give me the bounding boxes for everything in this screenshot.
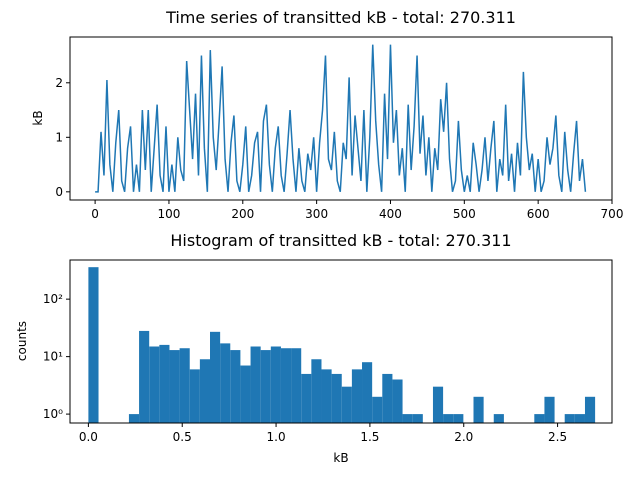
- x-tick-label: 1.5: [360, 430, 379, 444]
- x-tick-label: 0.0: [79, 430, 98, 444]
- axes-frame: [69, 36, 613, 201]
- x-tick-label: 2.5: [548, 430, 567, 444]
- histogram-bar: [362, 362, 373, 423]
- histogram-bar: [128, 414, 140, 423]
- histogram-bar: [432, 386, 444, 423]
- histogram-bar: [240, 365, 251, 423]
- histogram-bar: [88, 267, 99, 423]
- histogram-bar: [189, 369, 200, 423]
- histogram-bar: [412, 414, 423, 423]
- histogram-bar: [574, 414, 585, 423]
- x-tick-label: 0.5: [173, 430, 192, 444]
- histogram-bar: [270, 346, 281, 423]
- y-tick-label: 2: [55, 76, 63, 90]
- x-tick-label: 400: [379, 207, 402, 221]
- histogram-bar: [351, 369, 363, 423]
- histogram-bar: [280, 348, 292, 423]
- histogram-bar: [199, 359, 211, 423]
- x-tick-label: 100: [157, 207, 180, 221]
- y-tick-label: 10²: [43, 292, 63, 306]
- histogram-bar: [382, 373, 393, 423]
- x-tick-label: 200: [231, 207, 254, 221]
- histogram-bar: [544, 396, 555, 423]
- histogram-bar: [321, 369, 332, 423]
- x-tick-label: 300: [305, 207, 328, 221]
- histogram-bar: [301, 373, 312, 423]
- histogram-bar: [331, 373, 342, 423]
- x-tick-label: 1.0: [267, 430, 286, 444]
- histogram-bar: [230, 350, 241, 423]
- histogram-bar: [139, 330, 150, 423]
- y-axis-label: counts: [15, 321, 29, 361]
- histogram-bar: [564, 414, 575, 423]
- chart-title: Histogram of transitted kB - total: 270.…: [170, 231, 511, 250]
- histogram-bar: [341, 386, 352, 423]
- y-tick-label: 1: [55, 130, 63, 144]
- histogram-bar: [453, 414, 464, 423]
- x-axis-label: kB: [333, 451, 348, 465]
- x-tick-label: 600: [527, 207, 550, 221]
- histogram-bar: [169, 350, 180, 423]
- histogram-bar: [392, 379, 403, 423]
- histogram-bar: [443, 414, 454, 423]
- y-tick-label: 10¹: [43, 350, 63, 364]
- x-tick-label: 700: [601, 207, 624, 221]
- histogram-bar: [210, 331, 221, 423]
- histogram-bar: [372, 396, 383, 423]
- axes-frame: [69, 259, 613, 424]
- x-tick-label: 500: [453, 207, 476, 221]
- histogram-bar: [534, 414, 545, 423]
- histogram-bar: [220, 343, 231, 423]
- histogram-bar: [250, 346, 261, 423]
- histogram-bar: [291, 348, 302, 423]
- histogram-bar: [584, 396, 596, 423]
- chart-title: Time series of transitted kB - total: 27…: [165, 8, 516, 27]
- histogram-bar: [179, 348, 190, 423]
- y-tick-label: 10⁰: [43, 407, 63, 421]
- histogram-bar: [260, 350, 271, 423]
- histogram-bar: [493, 414, 504, 423]
- histogram-bar: [159, 344, 170, 423]
- histogram-bar: [473, 396, 484, 423]
- histogram-bar: [311, 359, 322, 423]
- x-tick-label: 2.0: [454, 430, 473, 444]
- y-axis-label: kB: [31, 110, 45, 125]
- x-tick-label: 0: [91, 207, 99, 221]
- y-tick-label: 0: [55, 185, 63, 199]
- histogram-bar: [149, 346, 160, 423]
- histogram-bar: [402, 414, 413, 423]
- data-line: [95, 44, 587, 193]
